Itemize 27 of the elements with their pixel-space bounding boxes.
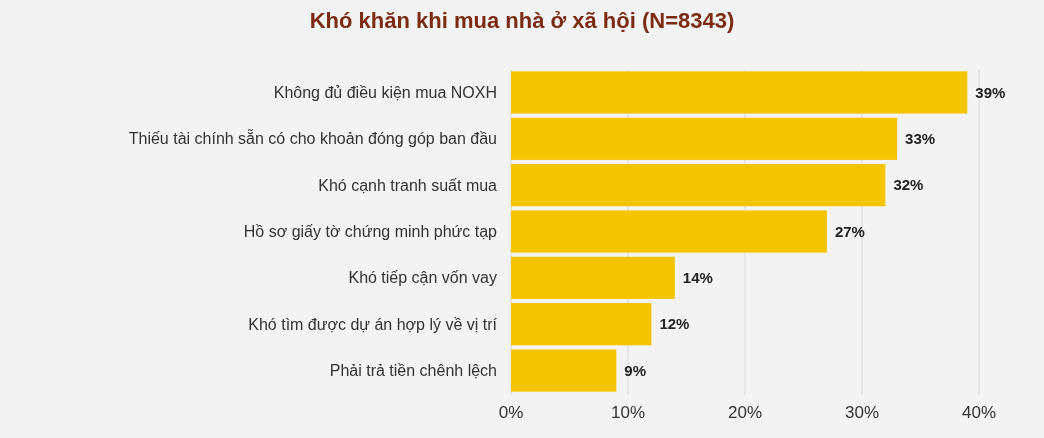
data-label: 27% xyxy=(834,222,865,240)
x-tick-label: 20% xyxy=(727,403,763,422)
y-tick-label: Khó tiếp cận vốn vay xyxy=(348,269,497,287)
y-tick-label: Khó cạnh tranh suất mua xyxy=(318,176,498,194)
data-label: 33% xyxy=(905,130,936,148)
bar xyxy=(511,117,898,160)
x-tick-label: 40% xyxy=(961,403,997,422)
chart-title: Khó khăn khi mua nhà ở xã hội (N=8343) xyxy=(309,8,735,33)
x-tick-label: 30% xyxy=(844,403,880,422)
bar xyxy=(511,71,968,114)
bar xyxy=(511,349,617,392)
data-label: 32% xyxy=(893,176,924,194)
x-tick-label: 0% xyxy=(498,403,524,422)
data-label: 9% xyxy=(624,361,646,379)
y-tick-label: Khó tìm được dự án hợp lý về vị trí xyxy=(248,315,498,333)
bar xyxy=(511,256,675,299)
data-label: 39% xyxy=(975,83,1006,101)
bar xyxy=(511,210,827,253)
bar xyxy=(511,303,652,346)
y-tick-label: Phải trả tiền chênh lệch xyxy=(329,362,497,380)
y-tick-label: Thiếu tài chính sẵn có cho khoản đóng góp ban đầu xyxy=(128,129,497,148)
data-label: 12% xyxy=(659,315,690,333)
y-tick-label: Không đủ điều kiện mua NOXH xyxy=(273,84,497,102)
data-label: 14% xyxy=(682,269,713,287)
bar xyxy=(511,164,886,207)
y-tick-label: Hồ sơ giấy tờ chứng minh phức tạp xyxy=(243,223,498,241)
x-tick-label: 10% xyxy=(610,403,646,422)
